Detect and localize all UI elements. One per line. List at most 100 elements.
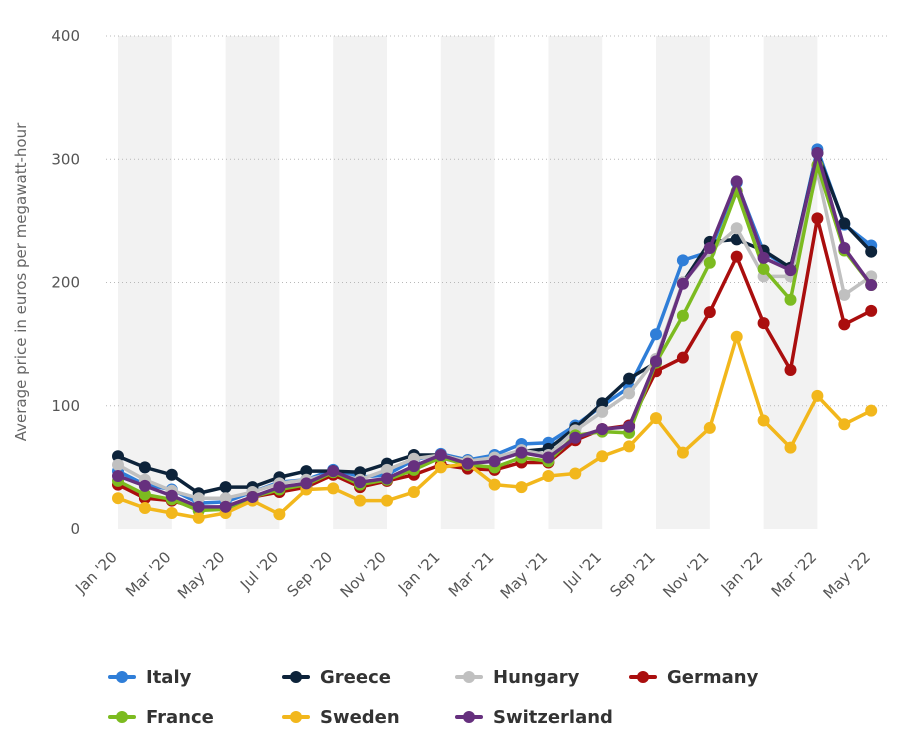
- legend-item-italy[interactable]: Italy: [108, 662, 191, 692]
- data-point[interactable]: [138, 461, 151, 474]
- data-point[interactable]: [192, 500, 205, 513]
- data-point[interactable]: [138, 488, 151, 501]
- data-point[interactable]: [865, 245, 878, 258]
- data-point[interactable]: [811, 147, 824, 160]
- data-point[interactable]: [327, 465, 340, 478]
- data-point[interactable]: [569, 431, 582, 444]
- data-point[interactable]: [354, 494, 367, 507]
- data-point[interactable]: [434, 449, 447, 462]
- data-point[interactable]: [596, 450, 609, 463]
- data-point[interactable]: [757, 251, 770, 264]
- data-point[interactable]: [381, 463, 393, 476]
- data-point[interactable]: [757, 262, 770, 275]
- data-point[interactable]: [757, 414, 770, 427]
- data-point[interactable]: [650, 328, 662, 341]
- data-point[interactable]: [112, 470, 124, 483]
- data-point[interactable]: [784, 293, 797, 306]
- data-point[interactable]: [488, 455, 501, 468]
- data-point[interactable]: [784, 441, 797, 454]
- data-point[interactable]: [300, 477, 313, 490]
- data-point[interactable]: [730, 250, 743, 263]
- data-point[interactable]: [165, 506, 178, 519]
- y-tick-label: 100: [51, 397, 80, 415]
- data-point[interactable]: [407, 486, 420, 499]
- data-point[interactable]: [596, 423, 609, 436]
- legend-item-france[interactable]: France: [108, 702, 214, 732]
- data-point[interactable]: [192, 492, 205, 505]
- data-point[interactable]: [112, 492, 124, 505]
- data-point[interactable]: [273, 481, 286, 494]
- data-point[interactable]: [865, 278, 878, 291]
- data-point[interactable]: [784, 264, 797, 277]
- legend-label: France: [146, 706, 214, 728]
- data-point[interactable]: [730, 222, 743, 235]
- data-point[interactable]: [623, 387, 636, 400]
- data-point[interactable]: [192, 511, 205, 524]
- data-point[interactable]: [596, 405, 609, 418]
- data-point[interactable]: [703, 256, 716, 269]
- data-point[interactable]: [327, 482, 340, 495]
- data-point[interactable]: [381, 472, 393, 485]
- x-tick-label: Nov '21: [659, 548, 712, 601]
- data-point[interactable]: [757, 317, 770, 330]
- data-point[interactable]: [246, 490, 259, 503]
- data-point[interactable]: [650, 412, 662, 425]
- data-point[interactable]: [730, 330, 743, 343]
- data-point[interactable]: [623, 420, 636, 433]
- data-point[interactable]: [676, 277, 689, 290]
- data-point[interactable]: [515, 481, 528, 494]
- data-point[interactable]: [865, 304, 878, 317]
- legend-label: Greece: [320, 666, 391, 688]
- data-point[interactable]: [407, 460, 420, 473]
- data-point[interactable]: [784, 364, 797, 377]
- legend-item-sweden[interactable]: Sweden: [282, 702, 400, 732]
- data-point[interactable]: [542, 451, 555, 464]
- data-point[interactable]: [623, 372, 636, 385]
- y-axis-label: Average price in euros per megawatt-hour: [12, 122, 30, 441]
- data-point[interactable]: [381, 494, 393, 507]
- background-band: [440, 36, 495, 529]
- data-point[interactable]: [676, 351, 689, 364]
- data-point[interactable]: [676, 309, 689, 322]
- data-point[interactable]: [838, 318, 851, 331]
- legend-item-hungary[interactable]: Hungary: [455, 662, 579, 692]
- data-point[interactable]: [112, 450, 124, 463]
- data-point[interactable]: [273, 508, 286, 521]
- data-point[interactable]: [838, 288, 851, 301]
- data-point[interactable]: [676, 254, 689, 267]
- data-point[interactable]: [354, 476, 367, 489]
- data-point[interactable]: [515, 446, 528, 459]
- data-point[interactable]: [730, 175, 743, 188]
- legend-item-germany[interactable]: Germany: [629, 662, 758, 692]
- data-point[interactable]: [219, 500, 232, 513]
- data-point[interactable]: [865, 404, 878, 417]
- data-point[interactable]: [112, 458, 124, 471]
- data-point[interactable]: [300, 465, 313, 478]
- x-axis-ticks: Jan '20 Mar '20 May '20 Jul '20 Sep '20 Nov '…: [71, 548, 874, 602]
- data-point[interactable]: [434, 461, 447, 474]
- data-point[interactable]: [703, 241, 716, 254]
- data-point[interactable]: [811, 212, 824, 225]
- legend-item-greece[interactable]: Greece: [282, 662, 391, 692]
- data-point[interactable]: [703, 306, 716, 319]
- data-point[interactable]: [542, 470, 555, 483]
- data-point[interactable]: [165, 468, 178, 481]
- data-point[interactable]: [623, 440, 636, 453]
- data-point[interactable]: [461, 457, 474, 470]
- data-point[interactable]: [219, 481, 232, 494]
- data-point[interactable]: [838, 217, 851, 230]
- data-point[interactable]: [703, 421, 716, 434]
- legend-item-switzerland[interactable]: Switzerland: [455, 702, 613, 732]
- data-point[interactable]: [596, 397, 609, 410]
- data-point[interactable]: [488, 478, 501, 491]
- data-point[interactable]: [838, 418, 851, 431]
- data-point[interactable]: [138, 502, 151, 515]
- data-point[interactable]: [138, 479, 151, 492]
- data-point[interactable]: [838, 241, 851, 254]
- data-point[interactable]: [219, 492, 232, 505]
- data-point[interactable]: [165, 489, 178, 502]
- data-point[interactable]: [650, 355, 662, 368]
- data-point[interactable]: [569, 467, 582, 480]
- data-point[interactable]: [676, 446, 689, 459]
- data-point[interactable]: [811, 389, 824, 402]
